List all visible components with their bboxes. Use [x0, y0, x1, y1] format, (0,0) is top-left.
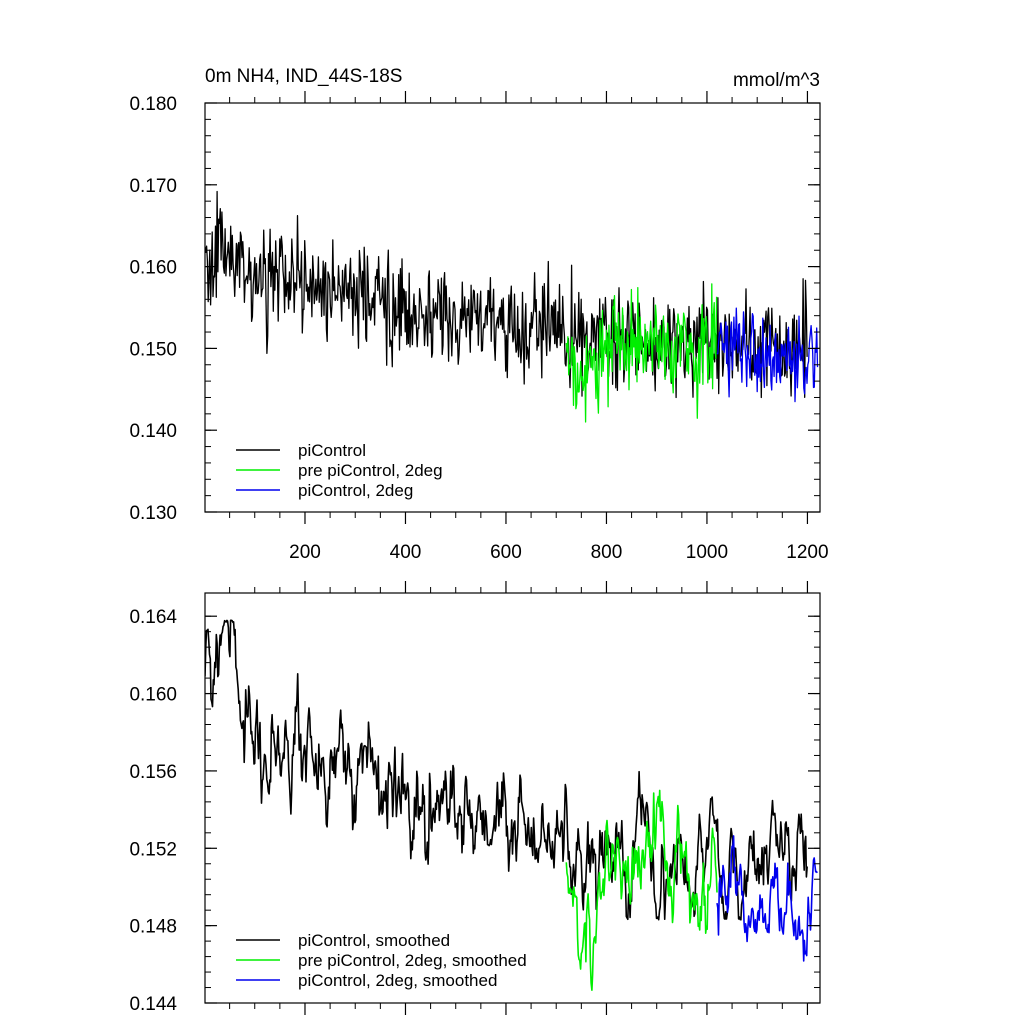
x-tick-label: 200: [289, 542, 321, 563]
legend-label-1: pre piControl, 2deg: [298, 461, 443, 480]
top-panel: 0m NH4, IND_44S-18S mmol/m^3 0.1300.1400…: [129, 66, 828, 563]
y-tick-label: 0.130: [129, 503, 177, 524]
y-tick-label: 0.180: [129, 94, 177, 115]
series-line-2: [716, 307, 819, 403]
series-line-1: [565, 283, 718, 423]
x-tick-label: 800: [591, 542, 623, 563]
legend-label-1: pre piControl, 2deg, smoothed: [298, 951, 527, 970]
y-tick-label: 0.150: [129, 339, 177, 360]
bottom-axes: 0.144 0.148 0.152 0.156 0.160 0.164: [129, 581, 821, 1015]
y-tick-label: 0.164: [129, 607, 177, 628]
y-tick-label: 0.152: [129, 839, 177, 860]
legend-label-0: piControl, smoothed: [298, 931, 450, 950]
y-tick-label: 0.144: [129, 994, 177, 1015]
bottom-panel: 0.144 0.148 0.152 0.156 0.160 0.164 piControl…: [129, 581, 821, 1015]
plot-frame: [204, 102, 821, 513]
series-line-2: [716, 835, 818, 962]
y-tick-label: 0.160: [129, 258, 177, 279]
legend-label-2: piControl, 2deg, smoothed: [298, 971, 497, 990]
y-tick-label: 0.140: [129, 421, 177, 442]
plot-frame: [204, 592, 821, 1004]
series-line-0: [205, 190, 808, 399]
y-tick-label: 0.160: [129, 685, 177, 706]
top-axes: 0.130 0.140 0.150 0.160 0.170 0.180 200 400 600 8…: [129, 91, 829, 563]
bottom-series-lines: [205, 619, 818, 992]
legend-label-2: piControl, 2deg: [298, 481, 413, 500]
x-tick-label: 1000: [686, 542, 728, 563]
x-tick-label: 1200: [786, 542, 828, 563]
x-tick-label: 400: [390, 542, 422, 563]
y-tick-label: 0.156: [129, 762, 177, 783]
units-label: mmol/m^3: [733, 70, 820, 91]
top-series-lines: [205, 190, 819, 423]
series-line-1: [565, 789, 718, 992]
y-tick-label: 0.148: [129, 917, 177, 938]
x-tick-label: 600: [490, 542, 522, 563]
series-line-0: [205, 619, 808, 921]
y-tick-label: 0.170: [129, 176, 177, 197]
legend-label-0: piControl: [298, 441, 366, 460]
chart-title: 0m NH4, IND_44S-18S: [205, 66, 402, 87]
